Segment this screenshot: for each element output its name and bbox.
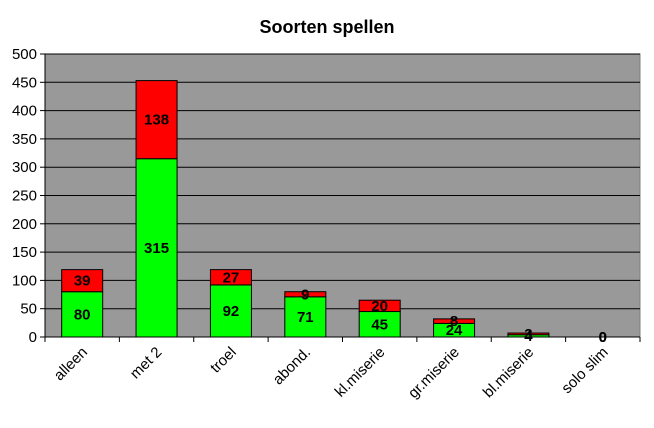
y-tick-label: 450 [12,74,37,91]
x-tick-label: abond. [270,344,314,388]
y-tick-label: 150 [12,244,37,261]
data-label: 80 [74,306,91,323]
data-label: 71 [297,309,314,326]
x-tick-label: met 2 [127,344,166,383]
y-tick-label: 500 [12,46,37,63]
data-label: 24 [446,322,463,339]
bar-segment [284,296,327,338]
data-label: 4 [524,328,533,345]
data-label: 315 [144,240,169,257]
x-tick-label: alleen [51,344,91,384]
bar-segment [433,318,476,324]
x-tick-label: troel [207,344,240,377]
bar-segment [358,311,401,338]
data-label: 8 [450,313,458,330]
x-tick-label: solo slim [558,344,611,397]
bar-segment [61,269,104,293]
y-tick-label: 100 [12,272,37,289]
y-tick-label: 300 [12,159,37,176]
x-tick-label: bl.miserie [480,344,537,401]
data-label: 45 [371,316,388,333]
data-label: 39 [74,273,91,290]
bars [61,80,550,338]
data-label: 92 [223,303,240,320]
data-label: 27 [223,269,240,286]
bar-segment [209,284,252,338]
bar-segment [135,80,178,160]
data-label: 3 [524,326,532,343]
x-tick-label: kl.miserie [332,344,389,401]
x-tick-label: gr.miserie [405,344,463,402]
y-tick-label: 0 [29,329,37,346]
bar-segment [135,158,178,338]
y-tick-label: 200 [12,216,37,233]
y-tick-label: 250 [12,188,37,205]
data-label: 20 [371,298,388,315]
data-label: 138 [144,112,169,129]
bar-segment [358,299,401,313]
chart-title: Soorten spellen [259,17,395,37]
bar-segment [209,269,252,286]
data-label: 9 [301,286,309,303]
y-tick-label: 350 [12,131,37,148]
bar-segment [507,332,550,336]
y-tick-label: 400 [12,103,37,120]
y-tick-label: 50 [20,301,37,318]
bar-segment [284,291,327,298]
